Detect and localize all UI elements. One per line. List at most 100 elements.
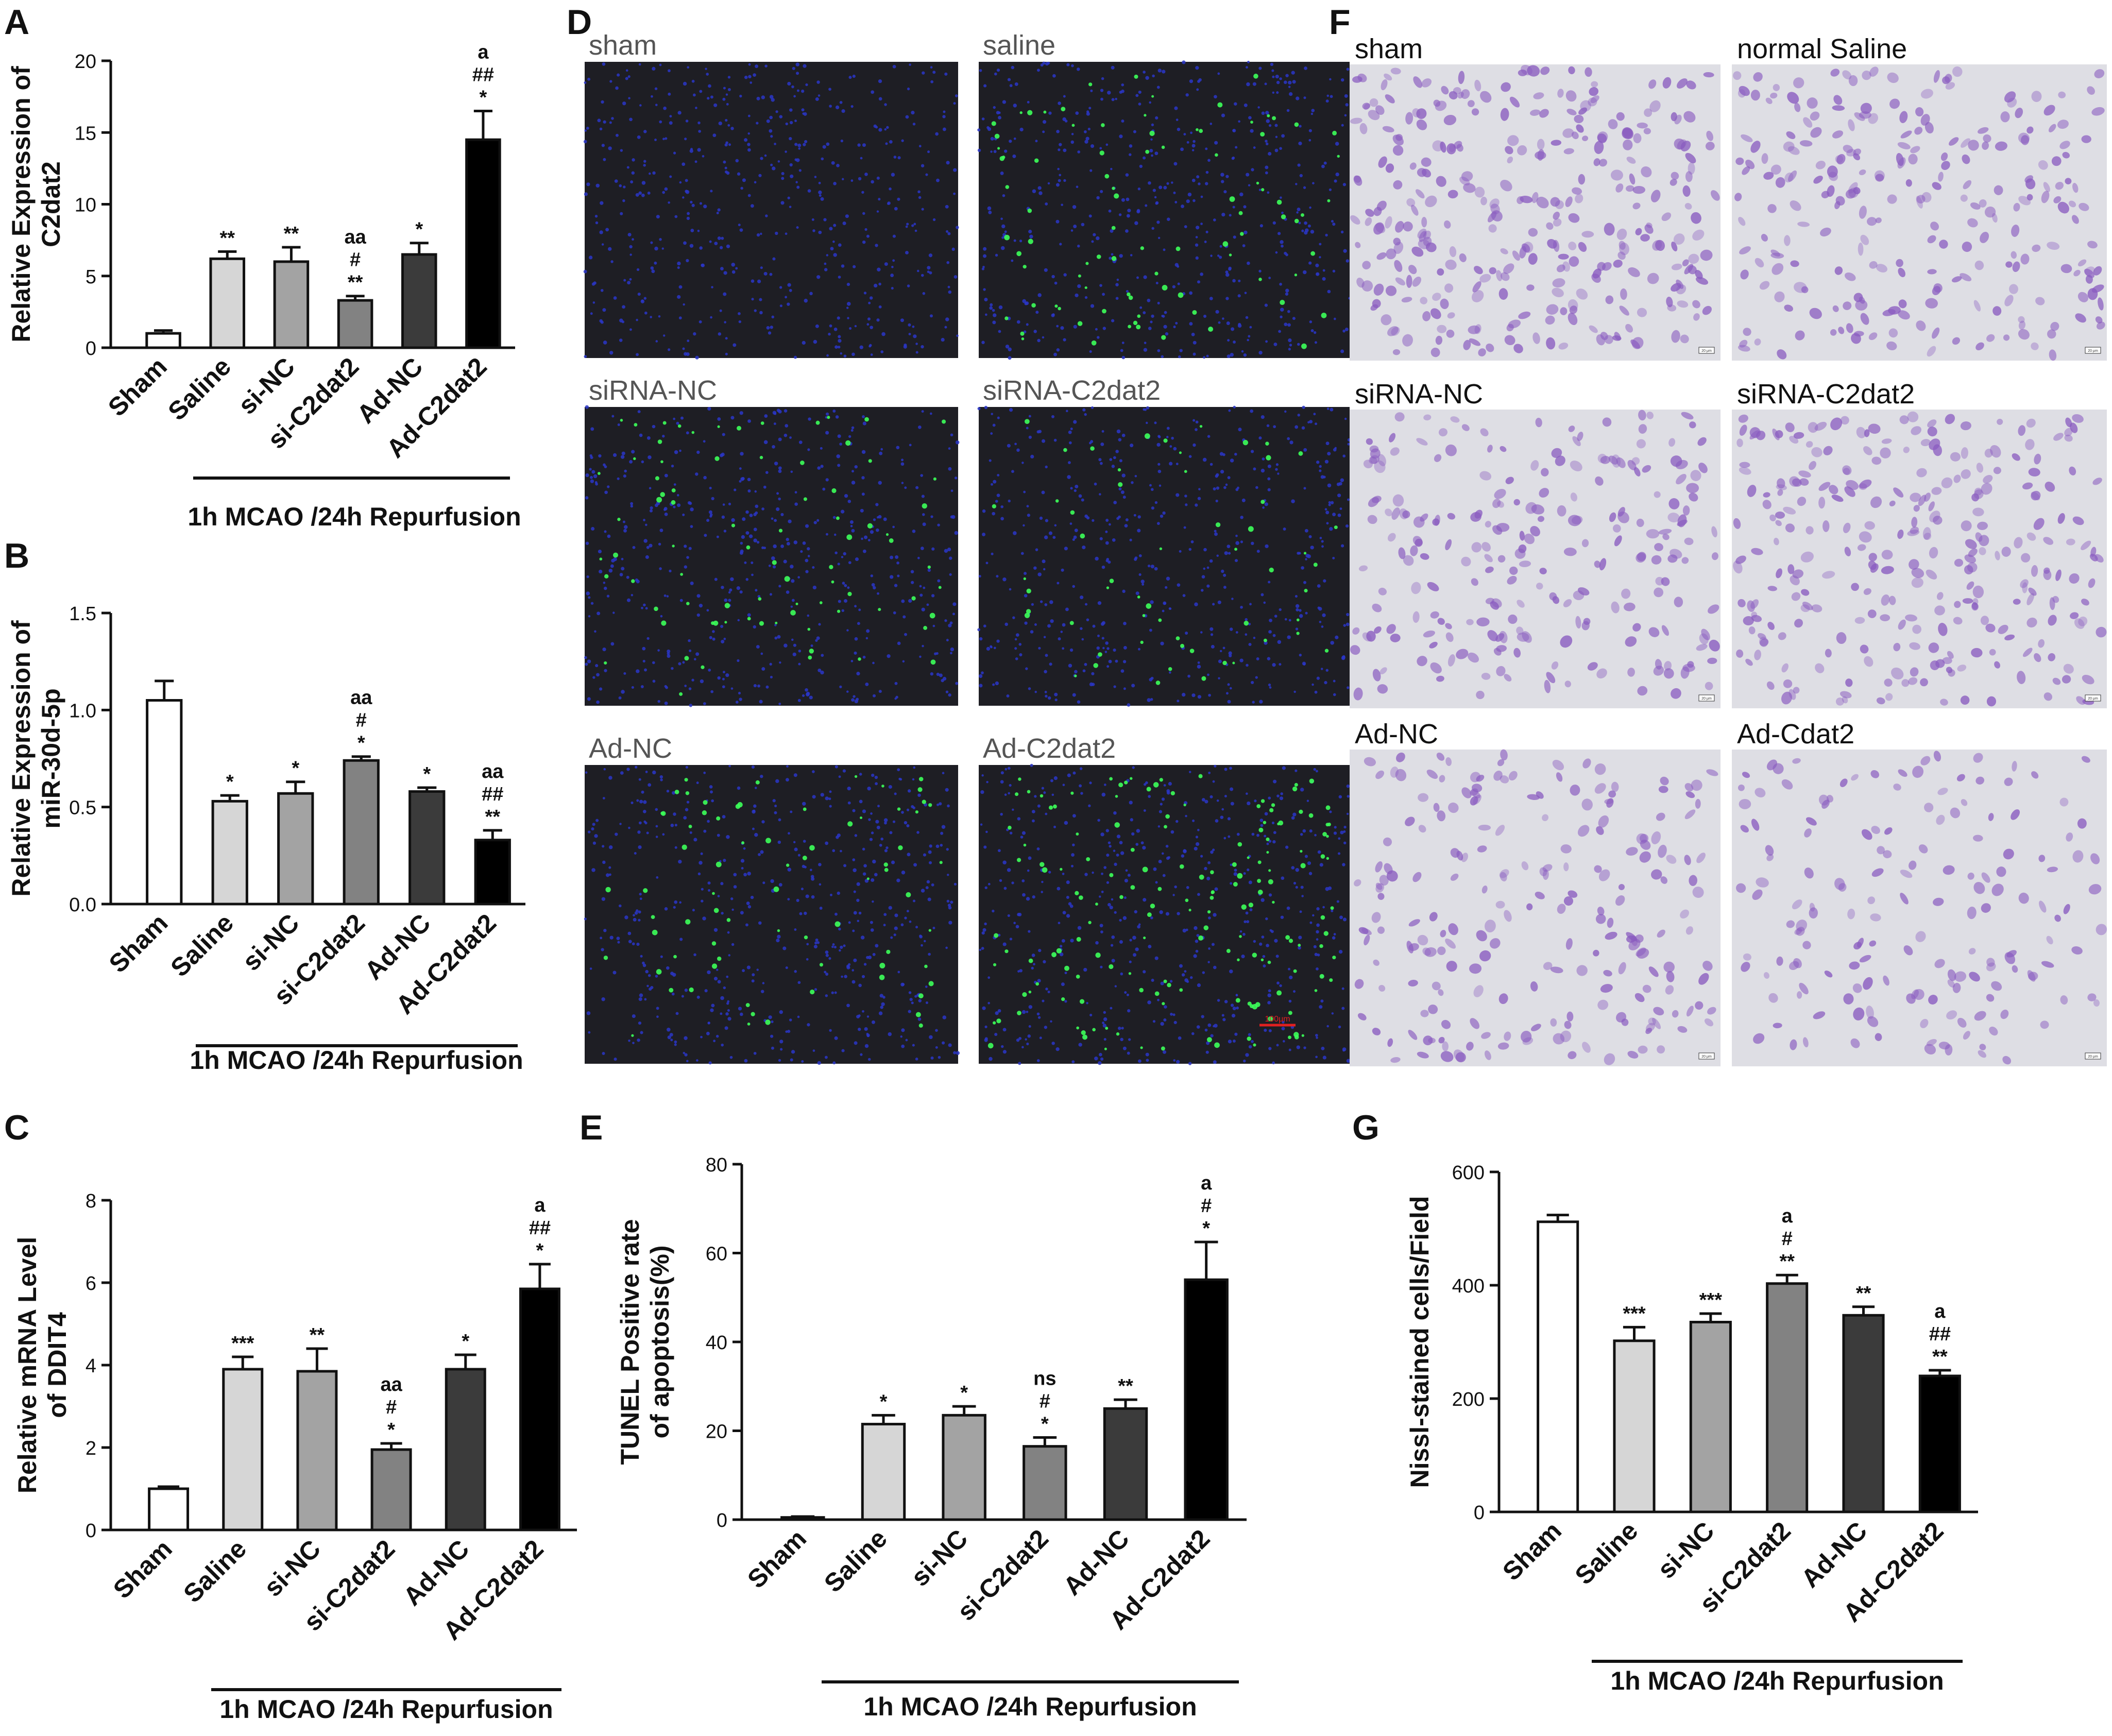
dapi-nucleus	[798, 649, 802, 653]
nissl-cell	[1597, 133, 1607, 143]
dapi-nucleus	[1051, 1042, 1055, 1045]
nissl-cell	[2065, 178, 2072, 184]
nissl-cell	[1772, 263, 1784, 275]
dapi-nucleus	[1142, 846, 1146, 850]
dapi-nucleus	[1184, 225, 1187, 228]
nissl-cell	[1480, 428, 1489, 436]
nissl-cell	[1446, 143, 1456, 155]
bar	[1184, 1278, 1229, 1521]
nissl-cell	[1931, 487, 1942, 495]
tunel-image-label: siRNA-NC	[589, 375, 717, 406]
dapi-nucleus	[1147, 564, 1151, 568]
dapi-nucleus	[771, 1020, 774, 1024]
dapi-nucleus	[1272, 221, 1276, 225]
dapi-nucleus	[1191, 332, 1195, 336]
dapi-nucleus	[723, 87, 726, 90]
nissl-cell	[1898, 267, 1905, 278]
dapi-nucleus	[1175, 321, 1178, 325]
nissl-cell	[1671, 112, 1677, 122]
dapi-nucleus	[861, 191, 864, 194]
dapi-nucleus	[1231, 598, 1234, 600]
dapi-nucleus	[1154, 151, 1159, 156]
significance-mark: *	[536, 1240, 544, 1262]
nissl-cell	[2062, 675, 2071, 684]
dapi-nucleus	[1202, 457, 1207, 462]
dapi-nucleus	[1064, 1000, 1067, 1003]
dapi-nucleus	[769, 129, 773, 133]
nissl-cell	[1846, 480, 1859, 490]
nissl-cell	[1573, 590, 1585, 601]
tunel-positive-cell	[831, 488, 837, 493]
dapi-nucleus	[912, 1044, 915, 1047]
dapi-nucleus	[673, 505, 676, 508]
dapi-nucleus	[1049, 662, 1052, 666]
tunel-positive-cell	[993, 1021, 996, 1025]
dapi-nucleus	[1053, 825, 1056, 828]
dapi-nucleus	[608, 146, 612, 150]
dapi-nucleus	[1130, 444, 1134, 448]
bar	[148, 1487, 190, 1531]
nissl-cell	[1387, 533, 1396, 542]
dapi-nucleus	[1035, 311, 1039, 314]
nissl-cell	[1809, 308, 1822, 319]
tunel-positive-cell	[714, 456, 720, 461]
dapi-nucleus	[667, 652, 670, 655]
tunel-positive-cell	[1026, 588, 1031, 593]
dapi-nucleus	[1304, 231, 1308, 235]
dapi-nucleus	[1130, 818, 1133, 822]
dapi-nucleus	[1058, 179, 1061, 182]
dapi-nucleus	[1200, 195, 1203, 198]
dapi-nucleus	[763, 440, 768, 445]
nissl-cell	[1471, 108, 1479, 116]
nissl-cell	[1539, 109, 1549, 118]
dapi-nucleus	[856, 882, 860, 886]
dapi-nucleus	[748, 63, 751, 66]
dapi-nucleus	[1157, 349, 1161, 352]
dapi-nucleus	[753, 684, 757, 688]
nissl-cell	[1750, 90, 1760, 101]
dapi-nucleus	[673, 812, 676, 816]
tunel-positive-cell	[1161, 1046, 1165, 1051]
dapi-nucleus	[609, 121, 612, 124]
nissl-cell	[1474, 79, 1481, 92]
dapi-nucleus	[1283, 80, 1287, 84]
nissl-cell	[1809, 461, 1816, 470]
dapi-nucleus	[1193, 443, 1196, 447]
tunel-positive-cell	[677, 424, 682, 428]
dapi-nucleus	[1104, 651, 1108, 653]
dapi-nucleus	[1201, 798, 1205, 802]
dapi-nucleus	[1224, 1000, 1228, 1003]
dapi-nucleus	[1218, 659, 1222, 663]
nissl-cell	[2059, 141, 2070, 149]
dapi-nucleus	[1212, 848, 1215, 852]
nissl-cell	[1582, 135, 1589, 142]
dapi-nucleus	[1039, 516, 1043, 520]
dapi-nucleus	[1259, 700, 1263, 704]
dapi-nucleus	[735, 701, 739, 704]
tunel-positive-cell	[1332, 130, 1337, 135]
dapi-nucleus	[1057, 167, 1060, 171]
dapi-nucleus	[584, 81, 587, 84]
tunel-positive-cell	[741, 841, 745, 845]
tunel-positive-cell	[1162, 285, 1168, 291]
dapi-nucleus	[946, 899, 950, 903]
dapi-nucleus	[1033, 566, 1037, 570]
dapi-nucleus	[645, 969, 649, 974]
tunel-positive-cell	[1144, 433, 1150, 439]
tunel-positive-cell	[827, 416, 830, 419]
tunel-positive-cell	[765, 1019, 771, 1025]
dapi-nucleus	[816, 275, 821, 279]
tunel-positive-cell	[778, 529, 783, 533]
tunel-positive-cell	[1081, 1030, 1086, 1035]
dapi-nucleus	[1346, 612, 1350, 617]
dapi-nucleus	[876, 528, 879, 532]
dapi-nucleus	[1118, 438, 1122, 441]
dapi-nucleus	[956, 226, 959, 229]
dapi-nucleus	[1116, 429, 1121, 434]
dapi-nucleus	[1031, 966, 1034, 970]
dapi-nucleus	[909, 63, 911, 66]
nissl-cell	[1519, 531, 1525, 541]
dapi-nucleus	[921, 944, 923, 947]
nissl-cell	[1422, 311, 1431, 321]
dapi-nucleus	[739, 480, 742, 483]
